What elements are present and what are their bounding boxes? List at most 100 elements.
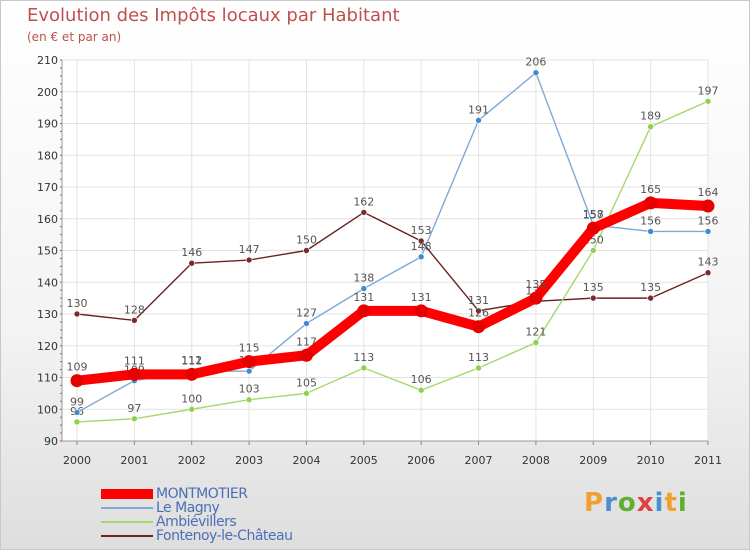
data-label: 197 bbox=[698, 84, 719, 97]
y-tick-label: 210 bbox=[37, 54, 58, 67]
legend-swatch bbox=[101, 507, 153, 509]
data-point bbox=[417, 386, 425, 394]
data-point bbox=[188, 259, 196, 267]
legend-label: Fontenoy-le-Château bbox=[156, 528, 293, 544]
data-label: 206 bbox=[525, 56, 546, 69]
data-point bbox=[589, 294, 597, 302]
x-tick-label: 2010 bbox=[637, 454, 665, 467]
data-label: 111 bbox=[181, 354, 202, 367]
logo-letter: o bbox=[617, 488, 637, 518]
x-tick-label: 2001 bbox=[120, 454, 148, 467]
data-label: 111 bbox=[124, 354, 145, 367]
y-tick-label: 100 bbox=[37, 403, 58, 416]
data-point bbox=[532, 69, 540, 76]
logo-letter: i bbox=[677, 488, 688, 518]
data-label: 130 bbox=[67, 297, 88, 310]
data-point bbox=[127, 367, 141, 381]
data-point bbox=[475, 307, 482, 315]
data-label: 165 bbox=[640, 183, 661, 196]
data-label: 99 bbox=[70, 395, 84, 408]
data-label: 100 bbox=[181, 392, 202, 405]
data-point bbox=[647, 294, 654, 302]
y-tick-label: 190 bbox=[37, 118, 58, 131]
y-tick-label: 180 bbox=[37, 149, 58, 162]
y-tick-label: 140 bbox=[37, 276, 58, 289]
legend-swatch bbox=[101, 521, 153, 523]
data-point bbox=[417, 237, 425, 245]
data-label: 164 bbox=[698, 186, 719, 199]
y-tick-label: 170 bbox=[37, 181, 58, 194]
data-label: 103 bbox=[239, 383, 260, 396]
data-point bbox=[472, 320, 486, 334]
data-label: 138 bbox=[353, 272, 374, 285]
data-point bbox=[303, 320, 310, 327]
data-label: 147 bbox=[239, 243, 260, 256]
legend-item: Le Magny bbox=[101, 500, 292, 516]
data-label: 135 bbox=[583, 281, 604, 294]
data-label: 121 bbox=[525, 326, 546, 339]
series-line bbox=[76, 100, 709, 423]
data-label: 97 bbox=[127, 402, 141, 415]
data-point bbox=[245, 256, 253, 264]
x-tick-label: 2004 bbox=[292, 454, 320, 467]
data-label: 112 bbox=[181, 354, 202, 367]
data-point bbox=[589, 247, 597, 254]
legend-swatch bbox=[101, 489, 153, 499]
data-point bbox=[188, 405, 196, 413]
logo-letter: x bbox=[636, 488, 655, 518]
data-label: 157 bbox=[583, 208, 604, 221]
data-point bbox=[475, 364, 482, 372]
legend-label: Ambiévillers bbox=[156, 514, 237, 530]
data-point bbox=[586, 221, 600, 235]
chart-legend: MONTMOTIER Le Magny Ambiévillers Fontenoy-l… bbox=[101, 486, 293, 544]
data-point bbox=[529, 291, 543, 305]
y-tick-label: 200 bbox=[37, 86, 58, 99]
series-line bbox=[72, 197, 713, 386]
data-point bbox=[475, 117, 482, 124]
y-tick-label: 120 bbox=[37, 340, 58, 353]
proxiti-logo: Proxiti bbox=[584, 488, 688, 518]
data-label: 131 bbox=[468, 294, 489, 307]
data-point bbox=[360, 209, 368, 216]
data-point bbox=[245, 396, 253, 404]
x-tick-label: 2006 bbox=[407, 454, 435, 467]
data-point bbox=[245, 367, 253, 375]
data-point bbox=[704, 97, 712, 105]
data-label: 105 bbox=[296, 376, 317, 389]
data-point bbox=[299, 348, 313, 362]
data-point bbox=[357, 304, 371, 318]
data-label: 156 bbox=[698, 214, 719, 227]
data-point bbox=[242, 355, 256, 369]
x-tick-label: 2003 bbox=[235, 454, 263, 467]
data-point bbox=[704, 228, 712, 235]
data-label: 148 bbox=[411, 240, 432, 253]
data-label: 146 bbox=[181, 246, 202, 259]
data-label: 131 bbox=[353, 291, 374, 304]
data-point bbox=[647, 123, 654, 130]
data-point bbox=[701, 199, 715, 213]
y-tick-label: 160 bbox=[37, 213, 58, 226]
data-label: 153 bbox=[411, 224, 432, 237]
data-point bbox=[414, 304, 428, 318]
data-point bbox=[131, 415, 138, 423]
data-label: 162 bbox=[353, 195, 374, 208]
data-label: 131 bbox=[411, 291, 432, 304]
data-label: 113 bbox=[353, 351, 374, 364]
data-label: 135 bbox=[525, 278, 546, 291]
data-label: 109 bbox=[67, 361, 88, 374]
y-tick-label: 150 bbox=[37, 245, 58, 258]
data-point bbox=[185, 367, 199, 381]
data-point bbox=[417, 253, 425, 261]
x-tick-label: 2009 bbox=[579, 454, 607, 467]
data-point bbox=[73, 418, 81, 426]
legend-label: MONTMOTIER bbox=[156, 486, 248, 502]
y-tick-label: 90 bbox=[44, 435, 58, 448]
legend-item: MONTMOTIER bbox=[101, 486, 292, 502]
x-tick-label: 2005 bbox=[350, 454, 378, 467]
chart-subtitle: (en € et par an) bbox=[27, 30, 122, 44]
data-label: 128 bbox=[124, 303, 145, 316]
logo-letter: t bbox=[664, 488, 678, 518]
x-tick-label: 2000 bbox=[63, 454, 91, 467]
